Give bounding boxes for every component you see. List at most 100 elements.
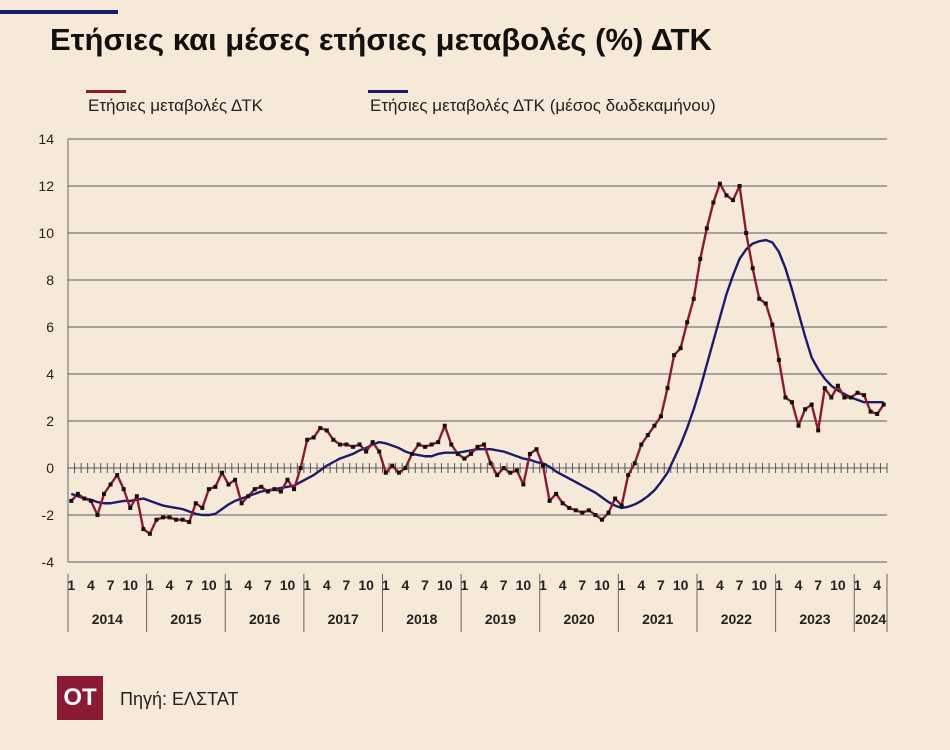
data-point-annual xyxy=(606,510,611,515)
data-point-annual xyxy=(344,442,349,447)
data-point-annual xyxy=(848,395,853,400)
data-point-annual xyxy=(285,477,290,482)
data-point-annual xyxy=(881,402,886,407)
data-point-annual xyxy=(161,515,166,520)
data-point-annual xyxy=(141,527,146,532)
data-point-annual xyxy=(337,442,342,447)
data-point-annual xyxy=(95,513,100,517)
data-point-annual xyxy=(246,494,251,499)
data-point-annual xyxy=(233,477,238,482)
data-point-annual xyxy=(324,428,329,433)
x-month-label: 7 xyxy=(578,577,586,593)
data-point-annual xyxy=(370,440,375,445)
data-point-annual xyxy=(560,501,565,506)
data-point-annual xyxy=(108,482,113,487)
x-month-label: 10 xyxy=(122,577,138,593)
title-accent-bar xyxy=(0,10,118,14)
x-month-label: 4 xyxy=(873,577,881,593)
publisher-logo: ΟΤ xyxy=(57,676,103,720)
x-month-label: 1 xyxy=(696,577,704,593)
source-note: Πηγή: ΕΛΣΤΑΤ xyxy=(120,689,239,709)
data-point-annual xyxy=(835,383,840,388)
data-point-annual xyxy=(809,402,814,407)
data-point-annual xyxy=(626,473,631,478)
data-point-annual xyxy=(482,442,487,447)
x-month-label: 1 xyxy=(460,577,468,593)
data-point-annual xyxy=(88,498,93,503)
data-point-annual xyxy=(403,466,408,470)
x-month-label: 7 xyxy=(343,577,351,593)
x-month-label: 10 xyxy=(437,577,453,593)
data-point-annual xyxy=(278,489,283,494)
data-point-annual xyxy=(226,482,231,487)
data-point-annual xyxy=(206,487,211,492)
data-point-annual xyxy=(488,461,493,466)
x-month-label: 1 xyxy=(382,577,390,593)
data-point-annual xyxy=(180,517,185,522)
x-month-label: 10 xyxy=(280,577,296,593)
data-point-annual xyxy=(763,301,768,306)
data-point-annual xyxy=(573,508,578,513)
data-point-annual xyxy=(757,296,762,301)
x-month-label: 7 xyxy=(814,577,822,593)
data-point-annual xyxy=(724,193,729,198)
x-month-label: 10 xyxy=(751,577,767,593)
x-month-label: 4 xyxy=(480,577,488,593)
y-tick-label: 8 xyxy=(46,272,54,288)
data-point-annual xyxy=(665,386,670,391)
data-point-annual xyxy=(252,487,257,492)
data-point-annual xyxy=(239,501,244,506)
data-point-annual xyxy=(816,428,821,433)
data-point-annual xyxy=(449,442,454,447)
data-point-annual xyxy=(658,414,663,419)
data-point-annual xyxy=(534,447,539,452)
data-point-annual xyxy=(652,423,657,428)
data-point-annual xyxy=(82,496,87,501)
data-point-annual xyxy=(501,466,506,470)
data-point-annual xyxy=(167,515,172,520)
data-point-annual xyxy=(789,400,794,405)
x-month-label: 1 xyxy=(225,577,233,593)
data-point-annual xyxy=(213,484,218,489)
data-point-annual xyxy=(731,198,736,203)
data-point-annual xyxy=(423,444,428,449)
data-point-annual xyxy=(672,353,677,358)
x-month-label: 10 xyxy=(358,577,374,593)
data-point-annual xyxy=(468,451,473,456)
data-point-annual xyxy=(541,463,546,468)
data-point-annual xyxy=(645,433,650,438)
data-point-annual xyxy=(698,256,703,261)
data-point-annual xyxy=(265,489,270,494)
data-point-annual xyxy=(128,505,133,510)
legend-label-annual: Ετήσιες μεταβολές ΔΤΚ xyxy=(88,96,264,115)
data-point-annual xyxy=(685,320,690,325)
data-point-annual xyxy=(527,451,532,456)
data-point-annual xyxy=(102,491,107,496)
data-point-annual xyxy=(580,510,585,515)
data-point-annual xyxy=(115,473,120,478)
data-point-annual xyxy=(292,487,297,492)
x-month-label: 4 xyxy=(166,577,174,593)
y-tick-label: -4 xyxy=(42,554,55,570)
data-point-annual xyxy=(455,451,460,456)
x-month-label: 7 xyxy=(185,577,193,593)
data-point-annual xyxy=(822,386,827,391)
x-month-label: 1 xyxy=(539,577,547,593)
data-point-annual xyxy=(508,470,513,475)
series-line-annual xyxy=(70,182,885,535)
x-year-label: 2019 xyxy=(485,611,516,627)
data-point-annual xyxy=(154,517,159,522)
data-point-annual xyxy=(69,498,74,503)
series-line-average xyxy=(70,238,884,517)
data-point-annual xyxy=(514,468,519,473)
data-point-annual xyxy=(842,395,847,400)
y-tick-label: 6 xyxy=(46,319,54,335)
x-year-label: 2017 xyxy=(328,611,359,627)
y-tick-label: -2 xyxy=(42,507,55,523)
data-point-annual xyxy=(351,444,356,449)
data-point-annual xyxy=(259,484,264,489)
data-point-annual xyxy=(632,461,637,466)
x-month-label: 4 xyxy=(716,577,724,593)
x-year-label: 2023 xyxy=(799,611,830,627)
data-point-annual xyxy=(750,266,755,271)
